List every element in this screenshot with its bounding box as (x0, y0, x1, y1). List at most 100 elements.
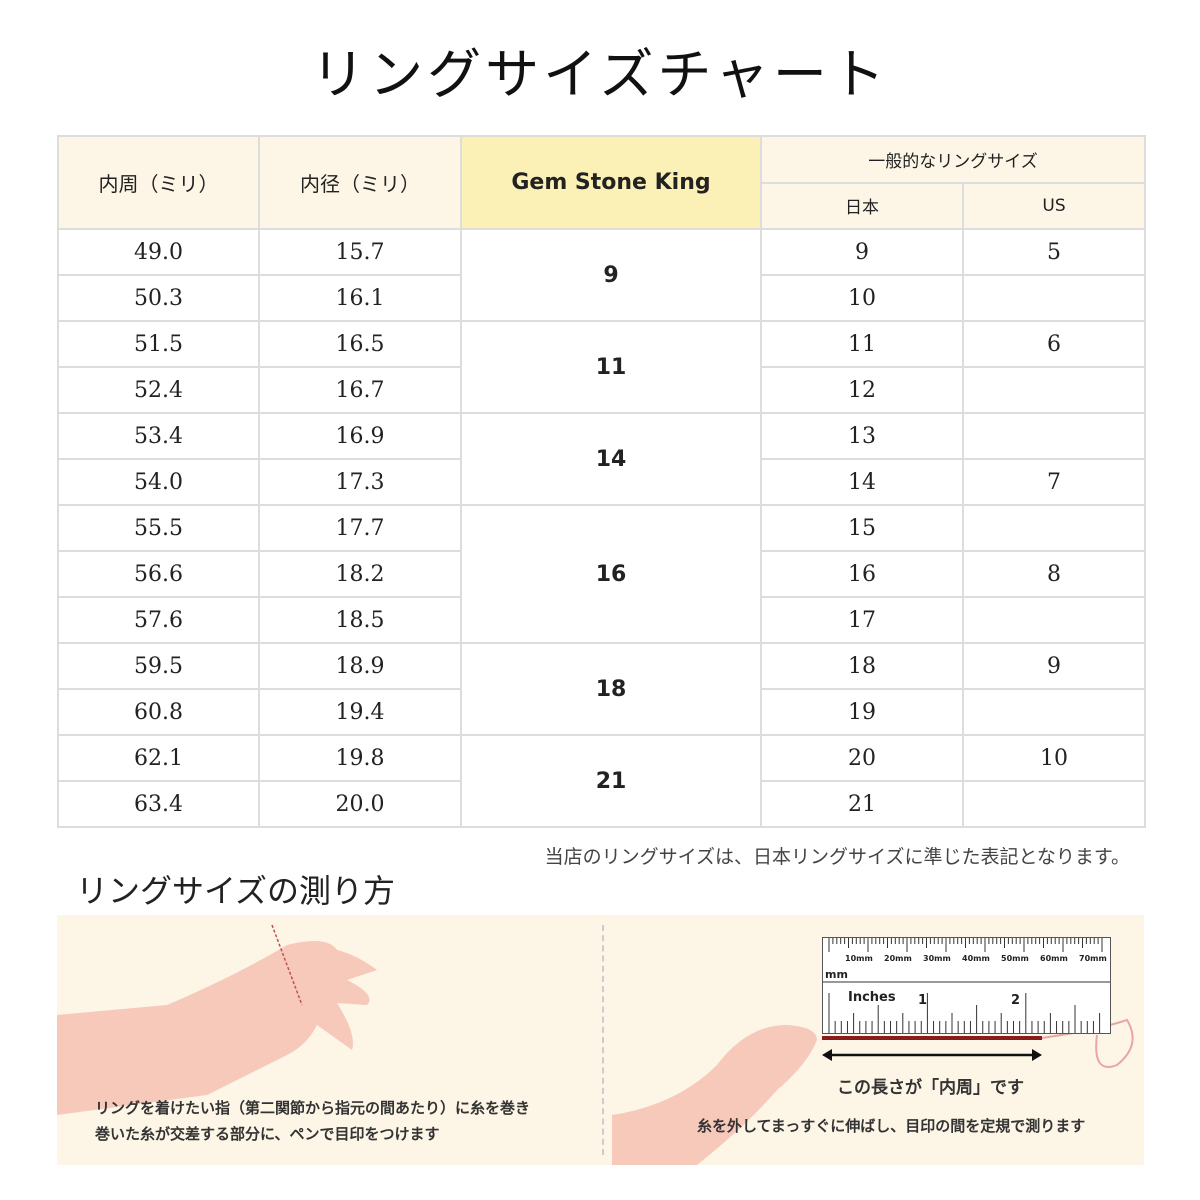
cell-inner-diameter: 15.7 (258, 228, 462, 276)
cell-japan-size: 12 (760, 366, 964, 414)
cell-brand-size: 18 (460, 642, 762, 736)
cell-brand-size: 11 (460, 320, 762, 414)
table-row: 62.1 19.8 21 20 10 (57, 734, 1146, 828)
cell-inner-circumference: 49.0 (57, 228, 260, 276)
cell-japan-size: 17 (760, 596, 964, 644)
thread-left-icon (271, 924, 303, 1006)
table-row: 57.6 18.5 17 (57, 596, 1146, 644)
header-us: US (962, 181, 1146, 230)
table-row: 55.5 17.7 16 15 (57, 504, 1146, 644)
cell-inner-diameter: 18.5 (258, 596, 462, 644)
ruler-mm-label: 20mm (884, 954, 912, 963)
howto-title: リングサイズの測り方 (76, 872, 396, 910)
cell-inner-diameter: 16.1 (258, 274, 462, 322)
cell-inner-diameter: 16.5 (258, 320, 462, 368)
cell-japan-size: 20 (760, 734, 964, 782)
ruler-mm-label: 50mm (1001, 954, 1029, 963)
header-japan: 日本 (760, 181, 964, 230)
step1-line2: 巻いた糸が交差する部分に、ペンで目印をつけます (95, 1125, 440, 1143)
cell-us-size: 9 (962, 642, 1146, 690)
cell-inner-circumference: 55.5 (57, 504, 260, 552)
panel-divider (602, 925, 604, 1155)
cell-us-size (962, 780, 1146, 828)
cell-brand-size: 14 (460, 412, 762, 506)
table-row: 59.5 18.9 18 18 9 (57, 642, 1146, 736)
hand-left-icon (57, 941, 377, 1115)
cell-inner-circumference: 52.4 (57, 366, 260, 414)
cell-us-size (962, 504, 1146, 552)
ruler-mm-label: 60mm (1040, 954, 1068, 963)
ruler-mm-label: 30mm (923, 954, 951, 963)
cell-us-size (962, 596, 1146, 644)
cell-us-size (962, 688, 1146, 736)
cell-inner-diameter: 16.9 (258, 412, 462, 460)
ring-size-table: 内周（ミリ） 内径（ミリ） Gem Stone King 一般的なリングサイズ … (57, 135, 1146, 828)
cell-us-size: 7 (962, 458, 1146, 506)
step2-text: 糸を外してまっすぐに伸ばし、目印の間を定規で測ります (697, 1117, 1086, 1135)
cell-inner-diameter: 16.7 (258, 366, 462, 414)
cell-japan-size: 18 (760, 642, 964, 690)
cell-us-size: 5 (962, 228, 1146, 276)
ruler-mm-label: 70mm (1079, 954, 1107, 963)
cell-inner-circumference: 57.6 (57, 596, 260, 644)
hand-illustrations (57, 924, 1134, 1165)
cell-inner-circumference: 60.8 (57, 688, 260, 736)
cell-japan-size: 13 (760, 412, 964, 460)
cell-japan-size: 15 (760, 504, 964, 552)
cell-us-size (962, 412, 1146, 460)
ruler-inch-1: 1 (918, 993, 928, 1008)
cell-inner-diameter: 17.7 (258, 504, 462, 552)
cell-inner-diameter: 18.2 (258, 550, 462, 598)
header-inner-diameter: 内径（ミリ） (258, 135, 462, 230)
cell-inner-diameter: 17.3 (258, 458, 462, 506)
cell-japan-size: 16 (760, 550, 964, 598)
cell-inner-circumference: 56.6 (57, 550, 260, 598)
header-inner-circumference: 内周（ミリ） (57, 135, 260, 230)
cell-us-size: 10 (962, 734, 1146, 782)
cell-inner-circumference: 51.5 (57, 320, 260, 368)
hand-right-icon (612, 1025, 817, 1165)
ruler-inch-unit: Inches (848, 990, 896, 1005)
cell-inner-circumference: 54.0 (57, 458, 260, 506)
cell-inner-diameter: 19.8 (258, 734, 462, 782)
table-row: 60.8 19.4 19 (57, 688, 1146, 736)
cell-us-size (962, 274, 1146, 322)
cell-inner-circumference: 62.1 (57, 734, 260, 782)
size-note: 当店のリングサイズは、日本リングサイズに準じた表記となります。 (544, 846, 1130, 868)
cell-japan-size: 9 (760, 228, 964, 276)
cell-japan-size: 11 (760, 320, 964, 368)
table-row: 63.4 20.0 21 (57, 780, 1146, 828)
ruler-mm-unit: mm (825, 968, 848, 981)
ruler-inch-2: 2 (1011, 993, 1021, 1008)
cell-inner-circumference: 53.4 (57, 412, 260, 460)
table-row: 54.0 17.3 14 7 (57, 458, 1146, 506)
cell-brand-size: 21 (460, 734, 762, 828)
table-row: 56.6 18.2 16 8 (57, 550, 1146, 598)
cell-inner-diameter: 20.0 (258, 780, 462, 828)
cell-inner-diameter: 18.9 (258, 642, 462, 690)
header-brand: Gem Stone King (460, 135, 762, 230)
cell-us-size: 6 (962, 320, 1146, 368)
cell-inner-diameter: 19.4 (258, 688, 462, 736)
cell-japan-size: 19 (760, 688, 964, 736)
table-row: 52.4 16.7 12 (57, 366, 1146, 414)
cell-japan-size: 14 (760, 458, 964, 506)
cell-us-size (962, 366, 1146, 414)
ruler: mm Inches 1 2 10mm 20mm 30mm 40mm 50mm 60mm 70… (822, 937, 1111, 1034)
cell-inner-circumference: 50.3 (57, 274, 260, 322)
page-title: リングサイズチャート (311, 43, 889, 106)
length-label: この長さが「内周」です (837, 1078, 1024, 1098)
table-row: 50.3 16.1 10 (57, 274, 1146, 322)
cell-inner-circumference: 59.5 (57, 642, 260, 690)
ruler-mm-label: 40mm (962, 954, 990, 963)
table-row: 53.4 16.9 14 13 (57, 412, 1146, 506)
cell-inner-circumference: 63.4 (57, 780, 260, 828)
table-row: 51.5 16.5 11 11 6 (57, 320, 1146, 414)
cell-japan-size: 10 (760, 274, 964, 322)
cell-japan-size: 21 (760, 780, 964, 828)
cell-us-size: 8 (962, 550, 1146, 598)
howto-panel: mm Inches 1 2 10mm 20mm 30mm 40mm 50mm 60mm 70… (57, 915, 1144, 1165)
table-row: 49.0 15.7 9 9 5 (57, 228, 1146, 322)
ruler-mm-label: 10mm (845, 954, 873, 963)
header-general-size: 一般的なリングサイズ (760, 135, 1146, 184)
